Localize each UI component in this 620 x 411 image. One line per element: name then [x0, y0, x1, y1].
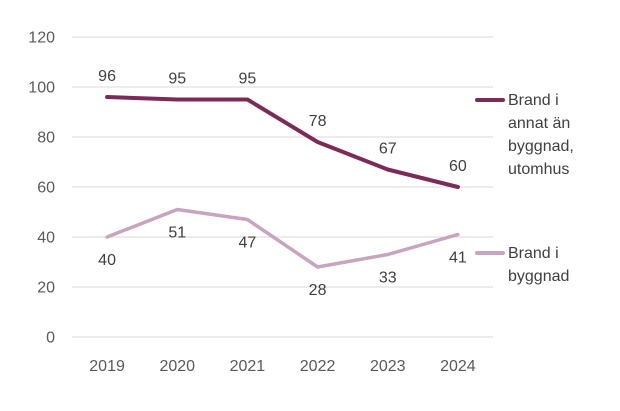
x-axis-label: 2021 — [230, 358, 266, 375]
series-line-1 — [105, 207, 460, 269]
data-label: 60 — [449, 158, 467, 175]
y-tick-label: 20 — [37, 280, 55, 297]
data-label: 95 — [168, 71, 186, 88]
data-label: 78 — [309, 113, 327, 130]
data-label: 47 — [239, 235, 257, 252]
y-tick-label: 0 — [46, 330, 55, 347]
y-tick-label: 60 — [37, 180, 55, 197]
data-label: 28 — [309, 282, 327, 299]
y-tick-label: 80 — [37, 130, 55, 147]
x-axis-label: 2019 — [89, 358, 125, 375]
y-tick-label: 100 — [28, 80, 55, 97]
x-axis-label: 2023 — [370, 358, 406, 375]
x-axis-label: 2020 — [159, 358, 195, 375]
data-label: 95 — [239, 71, 257, 88]
data-label: 96 — [98, 68, 116, 85]
x-axis-label: 2024 — [440, 358, 476, 375]
data-label: 40 — [98, 252, 116, 269]
y-tick-label: 120 — [28, 30, 55, 47]
series-line-0 — [105, 95, 460, 189]
x-axis-label: 2022 — [300, 358, 336, 375]
data-label: 67 — [379, 141, 397, 158]
data-label: 41 — [449, 250, 467, 267]
y-tick-label: 40 — [37, 230, 55, 247]
data-label: 33 — [379, 270, 397, 287]
data-label: 51 — [168, 225, 186, 242]
